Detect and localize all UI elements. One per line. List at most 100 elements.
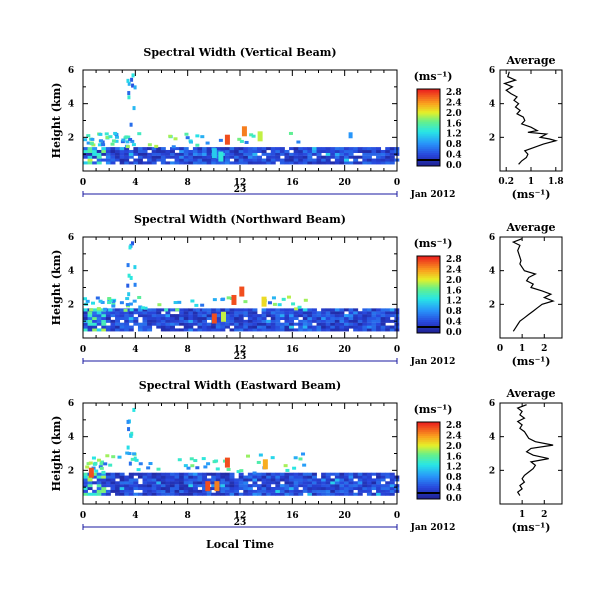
heatmap-cell (220, 322, 226, 326)
heatmap-cell (202, 489, 208, 493)
heatmap-cell (371, 328, 377, 332)
heatmap-cell (142, 149, 148, 153)
heatmap-cell (183, 161, 189, 165)
heatmap-cell (270, 149, 276, 153)
heatmap-cell (348, 308, 354, 312)
heatmap-cell (220, 489, 226, 493)
heatmap-cell (321, 486, 327, 491)
heatmap-cell (321, 322, 327, 326)
heatmap-cell (266, 484, 272, 488)
heatmap-cell (357, 484, 363, 488)
heatmap-cell (119, 308, 125, 312)
heatmap-cell (302, 328, 308, 332)
heatmap-cell (339, 158, 345, 162)
heatmap-cell (243, 314, 249, 318)
heatmap-cell (142, 311, 148, 315)
heatmap-cell (334, 149, 340, 153)
heatmap-cell (339, 308, 345, 312)
colorbar-swatch (417, 468, 440, 471)
heatmap-cell (142, 322, 148, 326)
highlight-cell (218, 151, 224, 162)
heatmap-cell (289, 481, 295, 485)
heatmap-cell (366, 155, 372, 159)
heatmap-cell (128, 314, 134, 318)
heatmap-cell (289, 308, 295, 312)
heatmap-cell (101, 478, 107, 482)
heatmap-cell (357, 472, 363, 476)
heatmap-cell (325, 161, 331, 165)
heatmap-cell (126, 263, 130, 268)
heatmap-cell (266, 311, 272, 315)
heatmap-cell (160, 152, 166, 156)
heatmap-cell (115, 158, 121, 162)
heatmap-cell (142, 308, 148, 312)
heatmap-cell (179, 486, 185, 491)
heatmap-cell (211, 475, 217, 479)
heatmap-cell (385, 308, 391, 312)
heatmap-cell (275, 325, 281, 329)
heatmap-cell (128, 475, 134, 479)
heatmap-cell (294, 307, 299, 311)
heatmap-cell (385, 316, 391, 320)
colorbar-swatch (417, 288, 440, 292)
heatmap-cell (151, 478, 157, 482)
heatmap-cell (321, 319, 327, 323)
heatmap-cell (174, 481, 180, 485)
heatmap-cell (252, 316, 258, 320)
heatmap-cell (170, 478, 175, 482)
heatmap-cell (275, 322, 281, 326)
heatmap-cell (87, 311, 93, 315)
heatmap-cell (376, 322, 382, 326)
heatmap-cell (307, 311, 313, 315)
heatmap-cell (188, 316, 194, 320)
heatmap-cell (292, 466, 297, 470)
heatmap-cell (170, 319, 175, 323)
heatmap-cell (330, 308, 336, 312)
heatmap-cell (226, 467, 231, 471)
heatmap-cell (330, 316, 336, 320)
heatmap-cell (87, 158, 93, 162)
heatmap-cell (142, 316, 148, 320)
heatmap-cell (224, 161, 230, 165)
heatmap-cell (339, 319, 345, 323)
heatmap-cell (197, 314, 203, 318)
heatmap-cell (256, 460, 261, 464)
heatmap-cell (119, 486, 125, 491)
heatmap-cell (119, 484, 125, 488)
heatmap-cell (344, 149, 349, 153)
heatmap-cell (186, 466, 191, 470)
heatmap-cell (366, 161, 372, 165)
heatmap-cell (362, 489, 368, 493)
heatmap-cell (174, 489, 180, 493)
heatmap-cell (92, 155, 98, 159)
colorbar-swatch (417, 493, 440, 496)
colorbar-swatch (417, 154, 440, 157)
heatmap-cell (165, 319, 171, 323)
colorbar-tick-label: 2.8 (446, 255, 462, 265)
average-x-label: (ms⁻¹) (512, 188, 551, 201)
x-tick-label: 16 (286, 178, 299, 188)
heatmap-cell (321, 325, 327, 329)
heatmap-cell (192, 319, 198, 323)
colorbar-swatch (417, 437, 440, 440)
heatmap-cell (128, 302, 133, 306)
heatmap-cell (124, 484, 130, 488)
heatmap-cell (115, 486, 121, 491)
heatmap-cell (110, 314, 116, 318)
heatmap-cell (275, 158, 281, 162)
heatmap-cell (197, 161, 203, 165)
heatmap-cell (215, 161, 221, 165)
colorbar-swatch (417, 458, 440, 461)
heatmap-cell (96, 492, 102, 496)
heatmap-cell (302, 472, 308, 476)
heatmap-cell (119, 322, 125, 326)
heatmap-cell (284, 325, 290, 329)
colorbar-tick-label: 2.8 (446, 421, 462, 431)
heatmap-cell (115, 472, 121, 476)
heatmap-cell (160, 475, 166, 479)
colorbar-swatch (417, 94, 440, 98)
heatmap-cell (206, 328, 212, 332)
heatmap-cell (321, 161, 327, 165)
heatmap-cell (165, 311, 171, 315)
heatmap-cell (119, 472, 125, 476)
